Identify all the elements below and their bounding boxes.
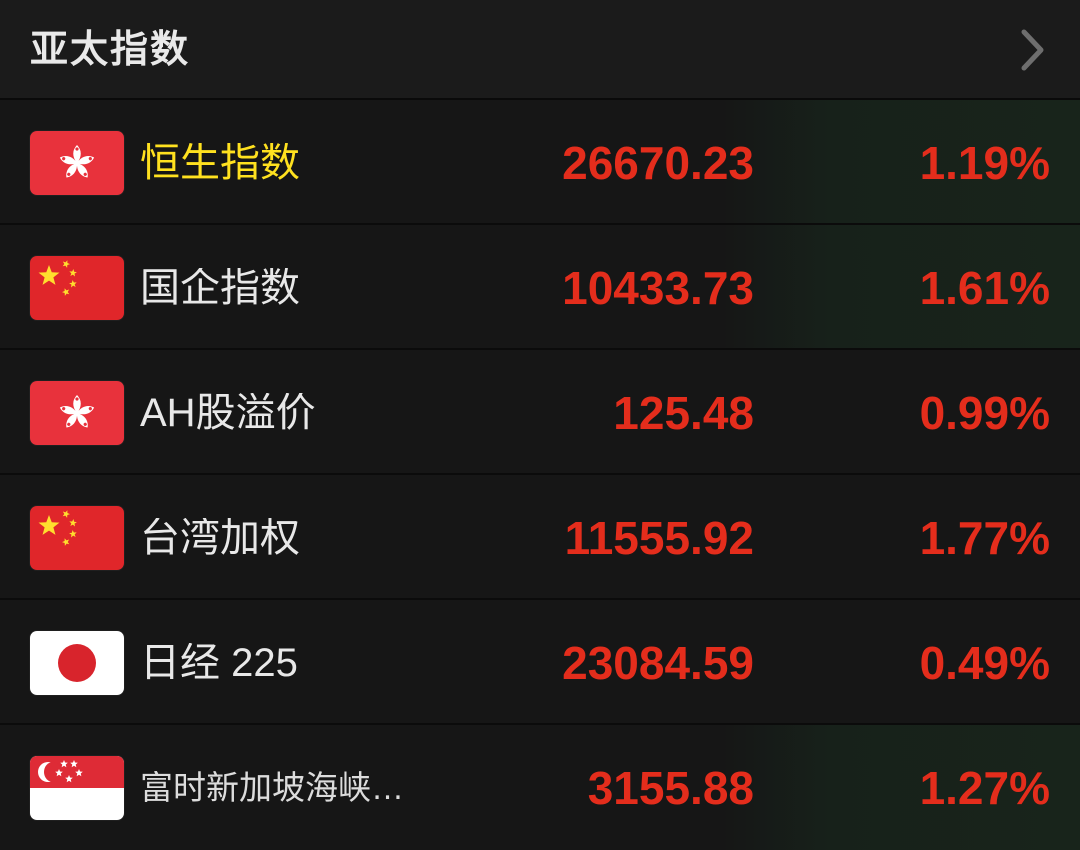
index-change-percent: 1.27% xyxy=(919,761,1050,814)
hong-kong-flag xyxy=(30,130,124,195)
index-change-percent: 1.61% xyxy=(919,261,1050,314)
index-price: 26670.23 xyxy=(562,136,754,189)
table-row[interactable]: 台湾加权 11555.92 1.77% xyxy=(0,475,1080,600)
index-price: 125.48 xyxy=(613,386,754,439)
index-price: 10433.73 xyxy=(562,261,754,314)
table-row[interactable]: 恒生指数 26670.23 1.19% xyxy=(0,100,1080,225)
row-flag xyxy=(30,630,126,695)
china-flag xyxy=(30,505,124,570)
row-flag xyxy=(30,130,126,195)
index-name: 台湾加权 xyxy=(140,517,300,558)
table-row[interactable]: 国企指数 10433.73 1.61% xyxy=(0,225,1080,350)
row-flag xyxy=(30,380,126,445)
table-row[interactable]: AH股溢价 125.48 0.99% xyxy=(0,350,1080,475)
chevron-right-icon[interactable] xyxy=(1016,27,1050,73)
japan-flag xyxy=(30,630,124,695)
index-name: AH股溢价 xyxy=(140,392,316,433)
index-name: 国企指数 xyxy=(140,267,300,308)
index-name: 恒生指数 xyxy=(140,142,300,183)
page-title: 亚太指数 xyxy=(30,29,191,71)
index-list: 恒生指数 26670.23 1.19% 国企指数 10433.73 1.61% AH股溢价 1… xyxy=(0,100,1080,850)
index-change-percent: 0.99% xyxy=(919,386,1050,439)
china-flag xyxy=(30,255,124,320)
index-price: 23084.59 xyxy=(562,636,754,689)
index-price: 3155.88 xyxy=(587,761,754,814)
singapore-flag xyxy=(30,755,124,820)
index-price: 11555.92 xyxy=(564,511,754,564)
index-name: 富时新加坡海峡… xyxy=(140,771,404,804)
index-name: 日经 225 xyxy=(140,642,298,683)
row-flag xyxy=(30,255,126,320)
table-row[interactable]: 富时新加坡海峡… 3155.88 1.27% xyxy=(0,725,1080,850)
table-row[interactable]: 日经 225 23084.59 0.49% xyxy=(0,600,1080,725)
index-change-percent: 0.49% xyxy=(919,636,1050,689)
row-flag xyxy=(30,505,126,570)
index-change-percent: 1.77% xyxy=(919,511,1050,564)
index-change-percent: 1.19% xyxy=(919,136,1050,189)
row-flag xyxy=(30,755,126,820)
panel-header[interactable]: 亚太指数 xyxy=(0,0,1080,100)
hong-kong-flag xyxy=(30,380,124,445)
